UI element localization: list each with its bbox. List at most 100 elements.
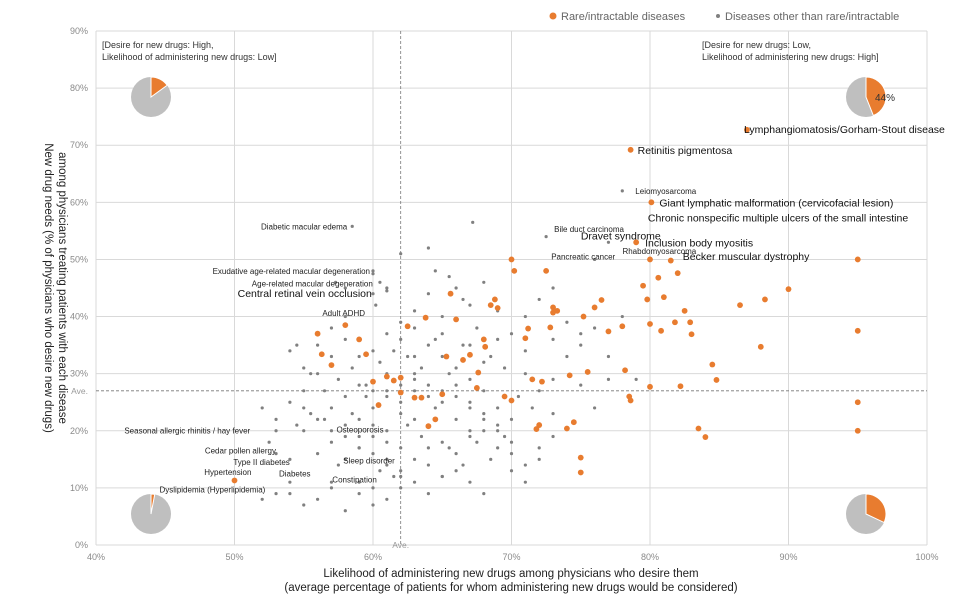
- other-disease-point: [482, 412, 486, 416]
- other-disease-point: [440, 474, 444, 479]
- rare-disease-point: [447, 290, 454, 297]
- other-disease-point: [530, 406, 534, 410]
- other-disease-point: [385, 429, 389, 433]
- other-disease-point: [288, 400, 292, 404]
- other-disease-point: [454, 286, 458, 290]
- rare-disease-point: [539, 378, 545, 385]
- rare-disease-point: [547, 324, 554, 331]
- other-disease-point: [468, 400, 472, 404]
- rare-disease-point: [342, 322, 349, 329]
- other-disease-point: [350, 412, 354, 416]
- other-disease-point: [274, 417, 278, 421]
- y-tick-label: 30%: [70, 369, 88, 379]
- other-disease-point: [357, 417, 361, 421]
- rare-disease-point: [667, 257, 674, 264]
- other-disease-point: [322, 417, 327, 421]
- point-annotation: Bile duct carcinoma: [554, 225, 624, 234]
- point-annotation: Lymphangiomatosis/Gorham-Stout disease: [744, 124, 945, 136]
- point-annotation: Giant lymphatic malformation (cervicofac…: [659, 197, 893, 209]
- other-disease-point: [302, 406, 306, 410]
- other-disease-point: [468, 429, 472, 433]
- rare-disease-point: [854, 327, 861, 334]
- other-disease-point: [454, 417, 458, 421]
- rare-disease-point: [536, 422, 543, 428]
- other-disease-point: [406, 354, 410, 359]
- other-disease-point: [309, 412, 313, 416]
- x-tick-label: 100%: [915, 552, 938, 562]
- other-disease-point: [302, 503, 306, 507]
- other-disease-point: [329, 354, 334, 359]
- other-disease-point: [509, 417, 514, 421]
- other-disease-point: [502, 366, 507, 370]
- other-disease-point: [302, 389, 306, 393]
- other-disease-point: [302, 429, 306, 433]
- point-annotation: Type II diabetes: [233, 458, 289, 467]
- other-disease-point: [385, 457, 389, 461]
- other-disease-point: [343, 509, 347, 513]
- rare-disease-point: [584, 369, 591, 375]
- other-disease-point: [399, 446, 403, 450]
- other-disease-point: [316, 497, 320, 501]
- other-disease-point: [371, 406, 375, 410]
- rare-disease-point: [737, 302, 743, 309]
- other-disease-point: [523, 349, 527, 353]
- other-disease-point: [329, 486, 334, 490]
- other-disease-point: [433, 406, 437, 410]
- rare-disease-points: [231, 126, 861, 484]
- y-tick-label: 70%: [70, 140, 88, 150]
- other-disease-point: [461, 297, 465, 302]
- other-disease-point: [551, 377, 555, 381]
- rare-disease-point: [647, 321, 653, 327]
- other-disease-point: [440, 314, 444, 319]
- other-disease-point: [433, 269, 437, 273]
- point-annotation: Cedar pollen allergy: [205, 447, 276, 456]
- other-disease-point: [385, 286, 389, 290]
- point-annotation: Inclusion body myositis: [645, 237, 753, 249]
- other-disease-point: [523, 372, 527, 376]
- point-annotation: Exudative age-related macular degenerati…: [213, 267, 370, 276]
- rare-disease-point: [425, 423, 432, 430]
- other-disease-point: [412, 457, 417, 461]
- y-tick-label: 20%: [70, 426, 88, 436]
- other-disease-point: [343, 394, 347, 399]
- rare-disease-point: [648, 199, 655, 206]
- other-disease-point: [399, 337, 403, 341]
- other-disease-point: [496, 446, 500, 450]
- point-annotation: Dravet syndrome: [581, 230, 661, 242]
- rare-disease-point: [570, 419, 577, 426]
- quadrant-label-top-right: Likelihood of administering new drugs: H…: [702, 52, 879, 62]
- other-disease-point: [447, 274, 451, 279]
- other-disease-point: [371, 423, 375, 427]
- other-disease-point: [593, 257, 597, 262]
- x-tick-label: 60%: [364, 552, 382, 562]
- other-disease-point: [399, 400, 403, 404]
- other-disease-point: [419, 366, 424, 370]
- rare-disease-point: [785, 286, 792, 293]
- rare-disease-point: [397, 389, 404, 396]
- x-tick-label: 40%: [87, 552, 105, 562]
- other-disease-point: [482, 360, 486, 364]
- other-disease-point: [489, 457, 493, 461]
- quadrant-label-top-left: Likelihood of administering new drugs: L…: [102, 52, 277, 62]
- x-tick-label: 50%: [225, 552, 243, 562]
- other-disease-point: [419, 434, 424, 439]
- other-disease-point: [426, 292, 430, 296]
- point-annotation: Seasonal allergic rhinitis / hay fever: [124, 427, 250, 436]
- y-tick-label: 10%: [70, 483, 88, 493]
- other-disease-point: [468, 343, 472, 347]
- rare-disease-point: [231, 477, 238, 484]
- pie-rare-slice: [150, 76, 168, 98]
- other-disease-point: [343, 423, 347, 427]
- rare-disease-point: [390, 377, 397, 384]
- rare-disease-point: [854, 427, 861, 434]
- quadrant-labels: [Desire for new drugs: High, Likelihood o…: [102, 40, 879, 62]
- point-annotation: Pancreatic cancer: [551, 253, 615, 262]
- other-disease-point: [274, 452, 278, 456]
- other-disease-point: [406, 423, 410, 427]
- other-disease-point: [509, 452, 514, 456]
- other-disease-point: [343, 457, 347, 461]
- other-disease-point: [620, 189, 624, 193]
- other-disease-point: [399, 320, 403, 324]
- other-disease-point: [357, 383, 361, 387]
- other-disease-point: [475, 326, 479, 330]
